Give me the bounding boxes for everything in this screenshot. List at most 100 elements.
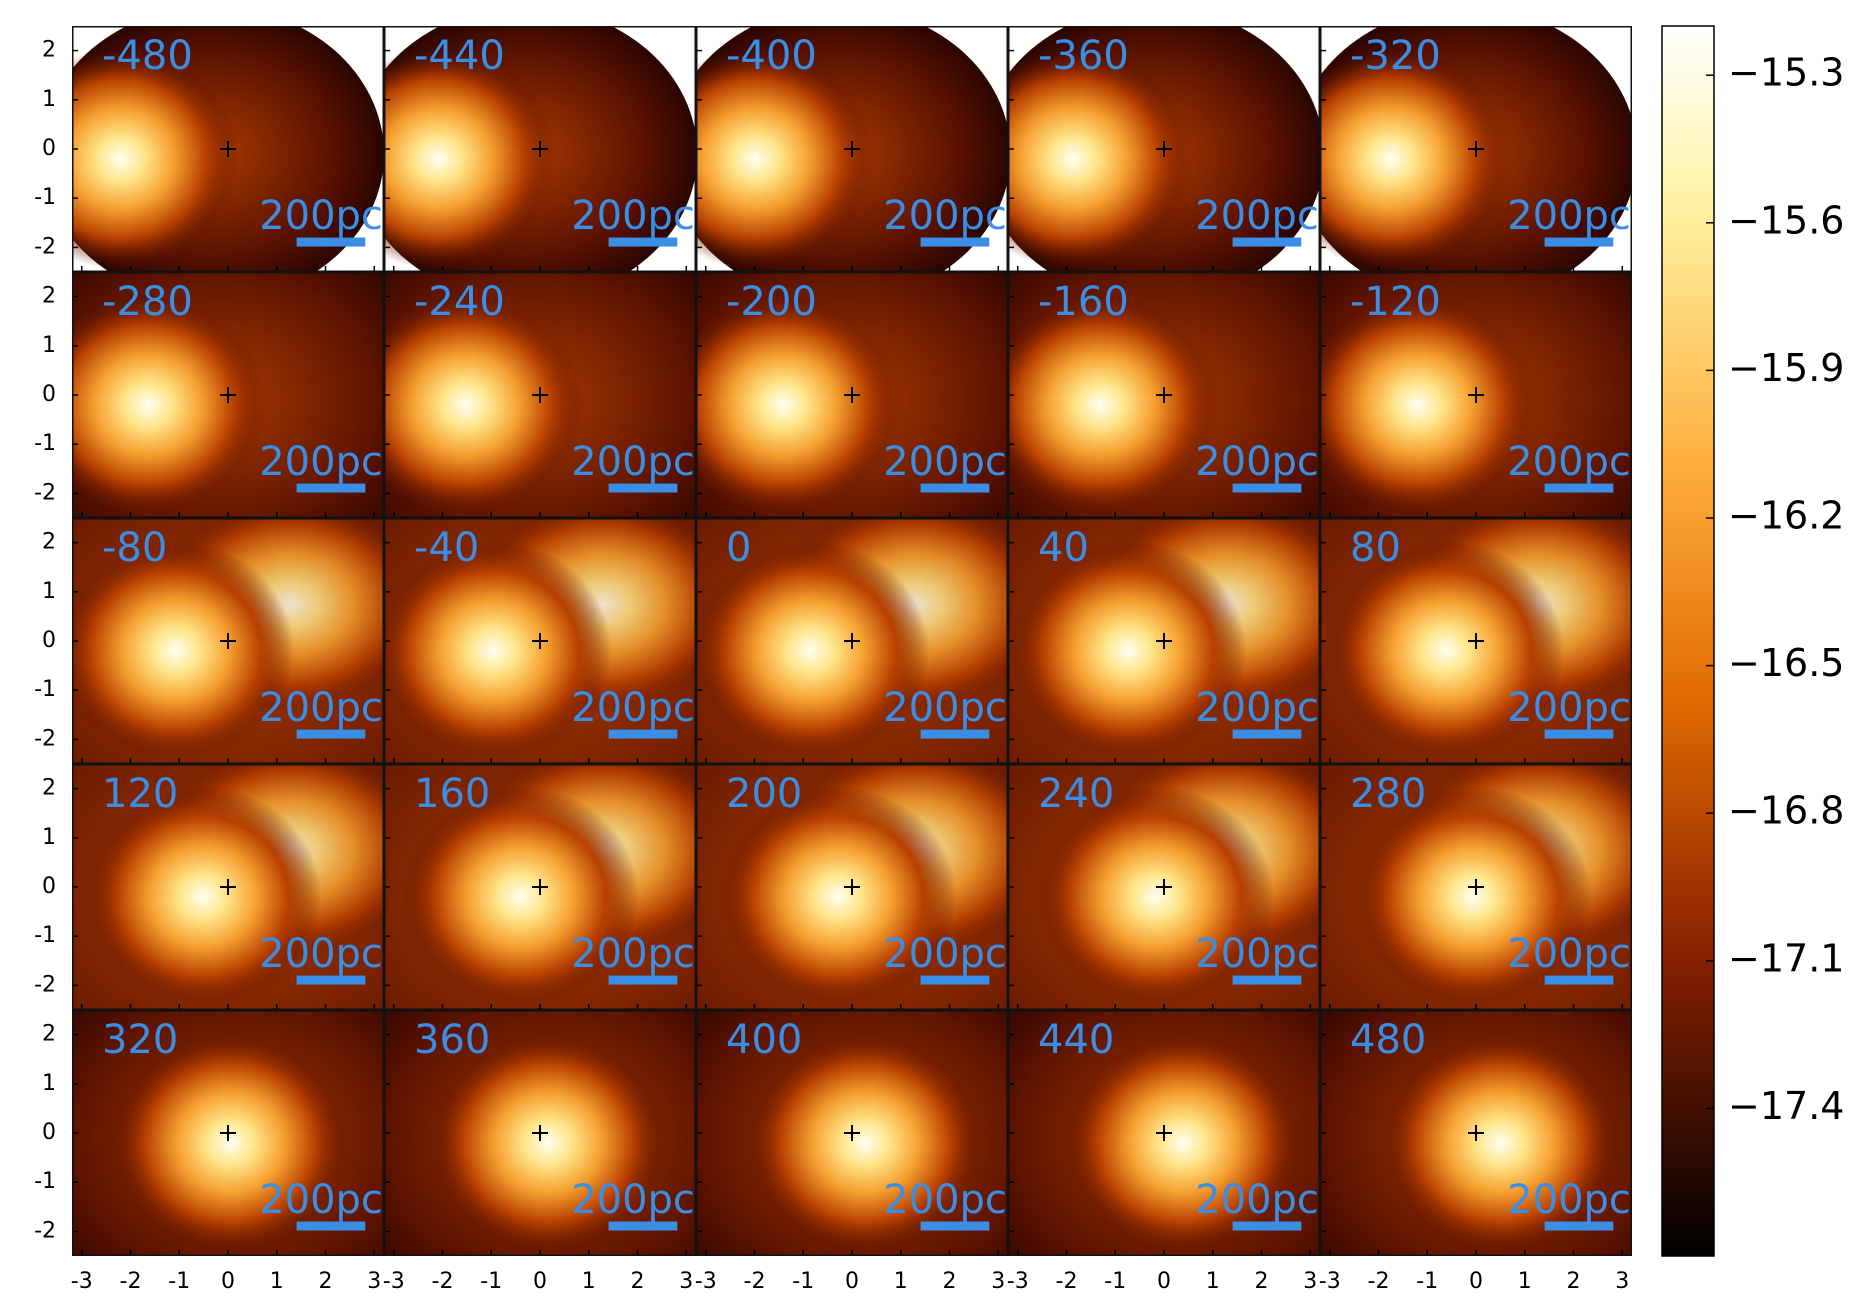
x-tick-label: 0 [221, 1269, 235, 1294]
channel-label: 440 [1038, 1017, 1114, 1063]
x-tick-label: 3 [991, 1269, 1005, 1294]
scale-bar [609, 1222, 678, 1231]
scale-bar-label: 200pc [883, 931, 1007, 977]
scale-bar [921, 484, 990, 493]
channel-label: 320 [102, 1017, 178, 1063]
x-tick-label: 2 [319, 1269, 333, 1294]
x-tick-label: 1 [1206, 1269, 1220, 1294]
x-tick-label: 0 [533, 1269, 547, 1294]
channel-label: -160 [1038, 279, 1129, 325]
scale-bar [921, 730, 990, 739]
scale-bar-label: 200pc [571, 685, 695, 731]
scale-bar-label: 200pc [259, 931, 383, 977]
y-tick-label: -1 [34, 431, 56, 456]
x-tick-label: 0 [845, 1269, 859, 1294]
y-tick-label: 2 [42, 530, 56, 555]
colorbar [1662, 26, 1714, 1256]
channel-label: -120 [1350, 279, 1441, 325]
scale-bar-label: 200pc [1195, 193, 1319, 239]
scale-bar [297, 976, 366, 985]
channel-label: -40 [414, 525, 479, 571]
scale-bar [1233, 484, 1302, 493]
scale-bar-label: 200pc [1195, 1177, 1319, 1223]
scale-bar-label: 200pc [883, 439, 1007, 485]
page: -480200pc210-1-2-440200pc-400200pc-36020… [0, 0, 1867, 1302]
scale-bar-label: 200pc [1195, 439, 1319, 485]
channel-label: -240 [414, 279, 505, 325]
y-tick-label: 1 [42, 333, 56, 358]
scale-bar-label: 200pc [1507, 439, 1631, 485]
y-tick-label: -2 [34, 972, 56, 997]
x-tick-label: 3 [1615, 1269, 1629, 1294]
colorbar-tick-label: −15.6 [1728, 198, 1844, 242]
scale-bar [297, 238, 366, 247]
colorbar-tick-label: −16.2 [1728, 494, 1844, 538]
emission-core [1300, 294, 1537, 515]
scale-bar [297, 484, 366, 493]
scale-bar [1545, 238, 1614, 247]
channel-label: 40 [1038, 525, 1089, 571]
scale-bar-label: 200pc [1507, 1177, 1631, 1223]
channel-label: -80 [102, 525, 167, 571]
channel-label: -440 [414, 33, 505, 79]
y-tick-label: -2 [34, 1218, 56, 1243]
x-tick-label: 2 [943, 1269, 957, 1294]
panel: -480200pc [2, 6, 384, 301]
channel-label: -280 [102, 279, 193, 325]
scale-bar [1545, 976, 1614, 985]
scale-bar-label: 200pc [1195, 685, 1319, 731]
x-tick-label: 2 [631, 1269, 645, 1294]
colorbar-tick-label: −15.9 [1728, 346, 1844, 390]
x-tick-label: -1 [168, 1269, 190, 1294]
x-tick-label: -2 [432, 1269, 454, 1294]
y-tick-label: -2 [34, 480, 56, 505]
x-tick-label: -2 [120, 1269, 142, 1294]
scale-bar [1233, 238, 1302, 247]
emission-core [665, 294, 902, 515]
y-tick-label: 2 [42, 38, 56, 63]
scale-bar-label: 200pc [259, 1177, 383, 1223]
scale-bar [609, 730, 678, 739]
emission-core [982, 294, 1219, 515]
scale-bar [1233, 1222, 1302, 1231]
scale-bar [921, 976, 990, 985]
y-tick-label: 0 [42, 382, 56, 407]
x-tick-label: -1 [480, 1269, 502, 1294]
scale-bar-label: 200pc [883, 193, 1007, 239]
scale-bar [297, 1222, 366, 1231]
scale-bar-label: 200pc [259, 439, 383, 485]
y-tick-label: -1 [34, 185, 56, 210]
y-tick-label: -2 [34, 726, 56, 751]
colorbar-tick-label: −17.4 [1728, 1084, 1844, 1128]
y-tick-label: -1 [34, 677, 56, 702]
channel-label: 80 [1350, 525, 1401, 571]
scale-bar [1545, 484, 1614, 493]
colorbar-tick-label: −17.1 [1728, 936, 1844, 980]
x-tick-label: 0 [1157, 1269, 1171, 1294]
scale-bar [609, 484, 678, 493]
channel-label: 480 [1350, 1017, 1426, 1063]
colorbar-tick-label: −16.8 [1728, 789, 1844, 833]
scale-bar [1545, 1222, 1614, 1231]
x-tick-label: 0 [1469, 1269, 1483, 1294]
y-tick-label: 0 [42, 136, 56, 161]
emission-core [30, 294, 267, 515]
x-tick-label: -2 [744, 1269, 766, 1294]
x-tick-label: 2 [1567, 1269, 1581, 1294]
scale-bar-label: 200pc [1507, 685, 1631, 731]
y-tick-label: 1 [42, 825, 56, 850]
x-tick-label: -2 [1056, 1269, 1078, 1294]
scale-bar-label: 200pc [571, 439, 695, 485]
colorbar-tick-label: −15.3 [1728, 51, 1844, 95]
x-tick-label: -3 [1319, 1269, 1341, 1294]
scale-bar [609, 976, 678, 985]
channel-label: 280 [1350, 771, 1426, 817]
scale-bar-label: 200pc [883, 685, 1007, 731]
y-tick-label: 2 [42, 284, 56, 309]
channel-label: 400 [726, 1017, 802, 1063]
scale-bar-label: 200pc [259, 685, 383, 731]
y-tick-label: -1 [34, 923, 56, 948]
channel-label: 360 [414, 1017, 490, 1063]
panel: -320200pc [1272, 6, 1637, 301]
channel-label: 120 [102, 771, 178, 817]
